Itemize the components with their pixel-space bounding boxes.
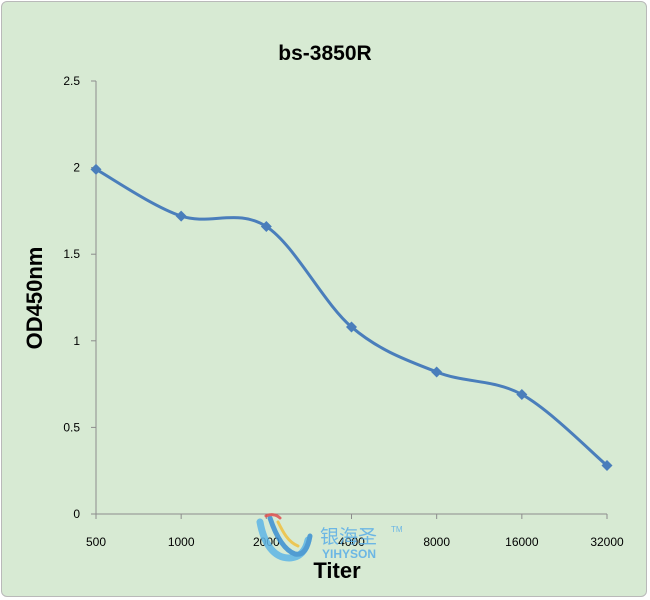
- x-tick-label: 16000: [505, 535, 539, 549]
- y-axis-title: OD450nm: [22, 247, 47, 350]
- x-tick-label: 4000: [338, 535, 365, 549]
- y-tick-label: 1.5: [63, 247, 80, 261]
- y-tick-label: 1: [73, 334, 80, 348]
- y-tick-label: 2.5: [63, 74, 80, 88]
- data-point-marker: [90, 163, 102, 175]
- y-tick-label: 0.5: [63, 420, 80, 434]
- x-tick-label: 8000: [423, 535, 450, 549]
- watermark-brand-cn: 银海圣: [320, 526, 377, 548]
- data-point-marker: [175, 210, 187, 222]
- watermark-brand-en: YIHYSON: [322, 547, 376, 561]
- y-tick-label: 0: [73, 507, 80, 521]
- y-tick-group: 0 0.5 1 1.5 2 2.5: [63, 74, 96, 521]
- data-point-marker: [260, 220, 272, 232]
- x-tick-label: 1000: [168, 535, 195, 549]
- watermark: 银海圣 TM YIHYSON: [256, 513, 403, 562]
- series-line: [94, 167, 609, 468]
- data-point-marker: [346, 321, 357, 333]
- chart-title: bs-3850R: [278, 42, 371, 65]
- x-tick-label: 500: [86, 535, 106, 549]
- x-tick-group: 500 1000 2000 4000 8000 16000 32000: [86, 514, 624, 549]
- x-axis-title: Titer: [313, 558, 361, 583]
- watermark-trademark: TM: [391, 525, 403, 534]
- watermark-logo-icon: [256, 513, 313, 562]
- y-tick-label: 2: [73, 161, 80, 175]
- marker-group: [90, 163, 613, 472]
- data-point-marker: [516, 388, 528, 400]
- data-point-marker: [601, 460, 613, 472]
- x-tick-label: 32000: [590, 535, 624, 549]
- data-point-marker: [431, 366, 443, 378]
